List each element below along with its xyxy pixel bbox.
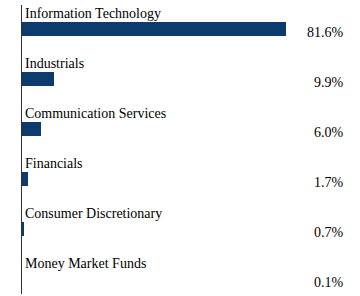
svg-text:Money Market Funds: Money Market Funds [25, 256, 146, 271]
svg-text:1.7%: 1.7% [314, 175, 344, 190]
svg-text:81.6%: 81.6% [307, 25, 344, 40]
svg-text:Consumer Discretionary: Consumer Discretionary [25, 206, 162, 221]
svg-text:0.1%: 0.1% [314, 275, 344, 290]
svg-text:Industrials: Industrials [25, 56, 84, 71]
svg-text:Information Technology: Information Technology [25, 6, 161, 21]
svg-text:0.7%: 0.7% [314, 225, 344, 240]
svg-text:Financials: Financials [25, 156, 83, 171]
svg-text:Communication Services: Communication Services [25, 106, 166, 121]
svg-text:9.9%: 9.9% [314, 75, 344, 90]
svg-text:6.0%: 6.0% [314, 125, 344, 140]
